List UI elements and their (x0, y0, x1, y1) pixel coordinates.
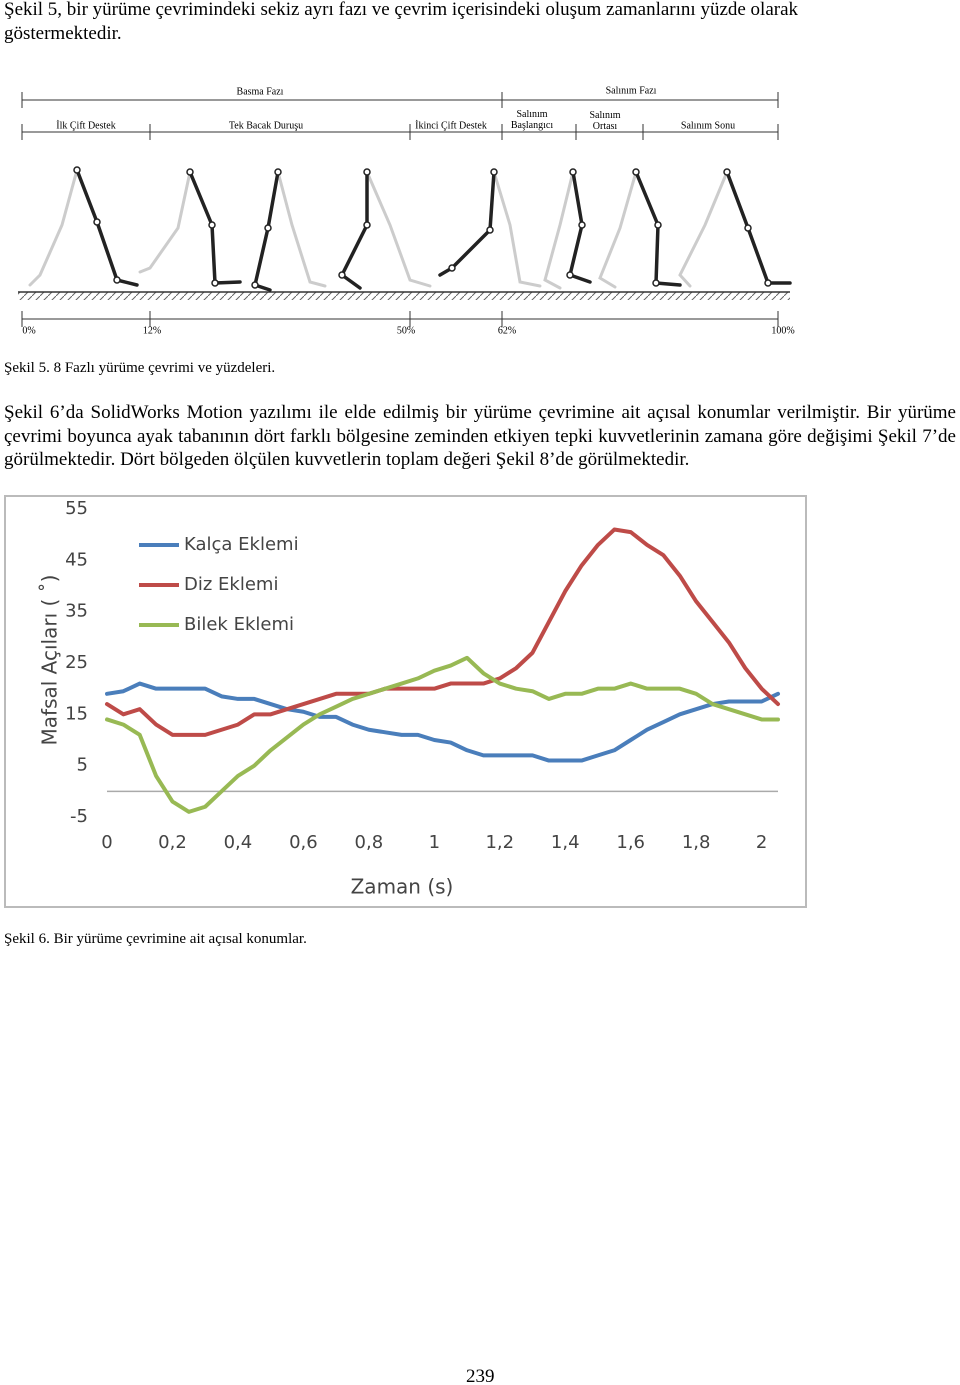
x-tick-label: 0,2 (158, 832, 187, 853)
page-number: 239 (466, 1366, 495, 1385)
x-tick-label: 1,6 (616, 832, 645, 853)
x-tick-label: 2 (756, 832, 767, 853)
phase-label: Basma Fazı (236, 86, 284, 98)
y-tick-label: 5 (77, 755, 88, 776)
x-tick-label: 0 (101, 832, 112, 853)
series-line (105, 681, 780, 763)
series-line (105, 655, 780, 814)
percent-label: 50% (396, 325, 416, 337)
y-tick-label: 45 (65, 549, 88, 570)
x-tick-label: 1,4 (551, 832, 580, 853)
gait-diagram (18, 92, 792, 327)
x-tick-label: 0,6 (289, 832, 318, 853)
subphase-label: Salınım Sonu (680, 120, 736, 132)
subphase-label: Salınım Başlangıcı (510, 109, 554, 131)
y-tick-label: -5 (70, 806, 88, 827)
legend-label: Diz Eklemi (184, 574, 278, 595)
x-tick-label: 0,8 (355, 832, 384, 853)
y-tick-label: 55 (65, 498, 88, 519)
caption: Şekil 6. Bir yürüme çevrimine ait açısal… (4, 931, 307, 947)
x-tick-label: 1,2 (485, 832, 514, 853)
x-axis-title: Zaman (s) (351, 875, 454, 899)
percent-label: 0% (22, 325, 36, 337)
subphase-label: Tek Bacak Duruşu (228, 120, 304, 132)
legend-label: Bilek Eklemi (184, 614, 294, 635)
subphase-label: İlk Çift Destek (56, 120, 116, 132)
y-tick-label: 25 (65, 652, 88, 673)
series-line (105, 527, 780, 737)
percent-label: 100% (771, 325, 795, 337)
paragraph: Şekil 5, bir yürüme çevrimindeki sekiz a… (4, 0, 799, 44)
legend-label: Kalça Eklemi (184, 534, 299, 555)
subphase-label: Salınım Ortası (589, 110, 621, 132)
subphase-label: İkinci Çift Destek (415, 120, 487, 132)
chart: Zaman (s) Mafsal Açıları ( ˚) -5 5 15 25 35 4… (4, 495, 807, 908)
y-tick-label: 35 (65, 601, 88, 622)
y-tick-label: 15 (65, 703, 88, 724)
x-tick-label: 1,8 (682, 832, 711, 853)
caption: Şekil 5. 8 Fazlı yürüme çevrimi ve yüzde… (4, 360, 276, 376)
paragraph: Şekil 6’da SolidWorks Motion yazılımı il… (4, 402, 956, 470)
percent-label: 12% (142, 325, 162, 337)
y-axis-title: Mafsal Açıları ( ˚) (38, 575, 62, 746)
x-tick-label: 1 (429, 832, 440, 853)
phase-label: Salınım Fazı (605, 85, 657, 97)
x-tick-label: 0,4 (224, 832, 253, 853)
percent-label: 62% (497, 325, 517, 337)
